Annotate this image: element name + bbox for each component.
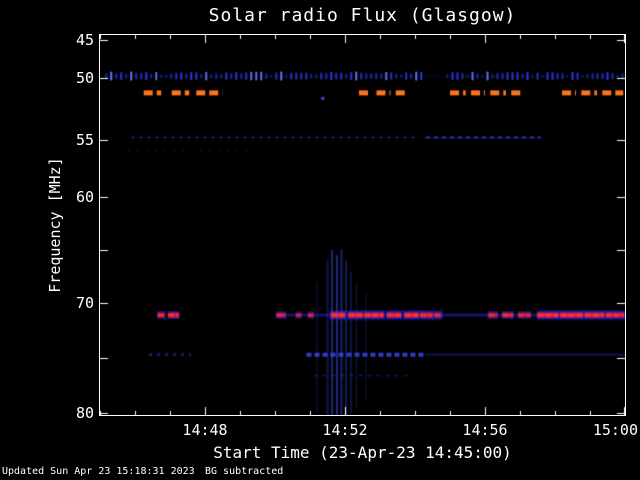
x-tick-label: 14:52 [322, 421, 368, 439]
spectrogram-canvas [99, 34, 626, 416]
y-tick-label: 55 [75, 131, 94, 149]
x-tick-label: 14:56 [462, 421, 508, 439]
bg-subtracted-note: BG subtracted [205, 466, 284, 477]
chart-title: Solar radio Flux (Glasgow) [208, 5, 517, 26]
y-tick-label: 80 [75, 404, 94, 422]
y-tick-label: 70 [75, 294, 94, 312]
y-axis-label: Frequency [MHz] [46, 157, 64, 293]
x-axis-label: Start Time (23-Apr-23 14:45:00) [213, 443, 512, 462]
y-tick-label: 45 [75, 31, 94, 49]
x-tick-label: 14:48 [182, 421, 228, 439]
updated-timestamp: Updated Sun Apr 23 15:18:31 2023 [2, 466, 195, 477]
x-tick-label: 15:00 [592, 421, 638, 439]
y-tick-label: 50 [75, 69, 94, 87]
y-tick-label: 60 [75, 188, 94, 206]
